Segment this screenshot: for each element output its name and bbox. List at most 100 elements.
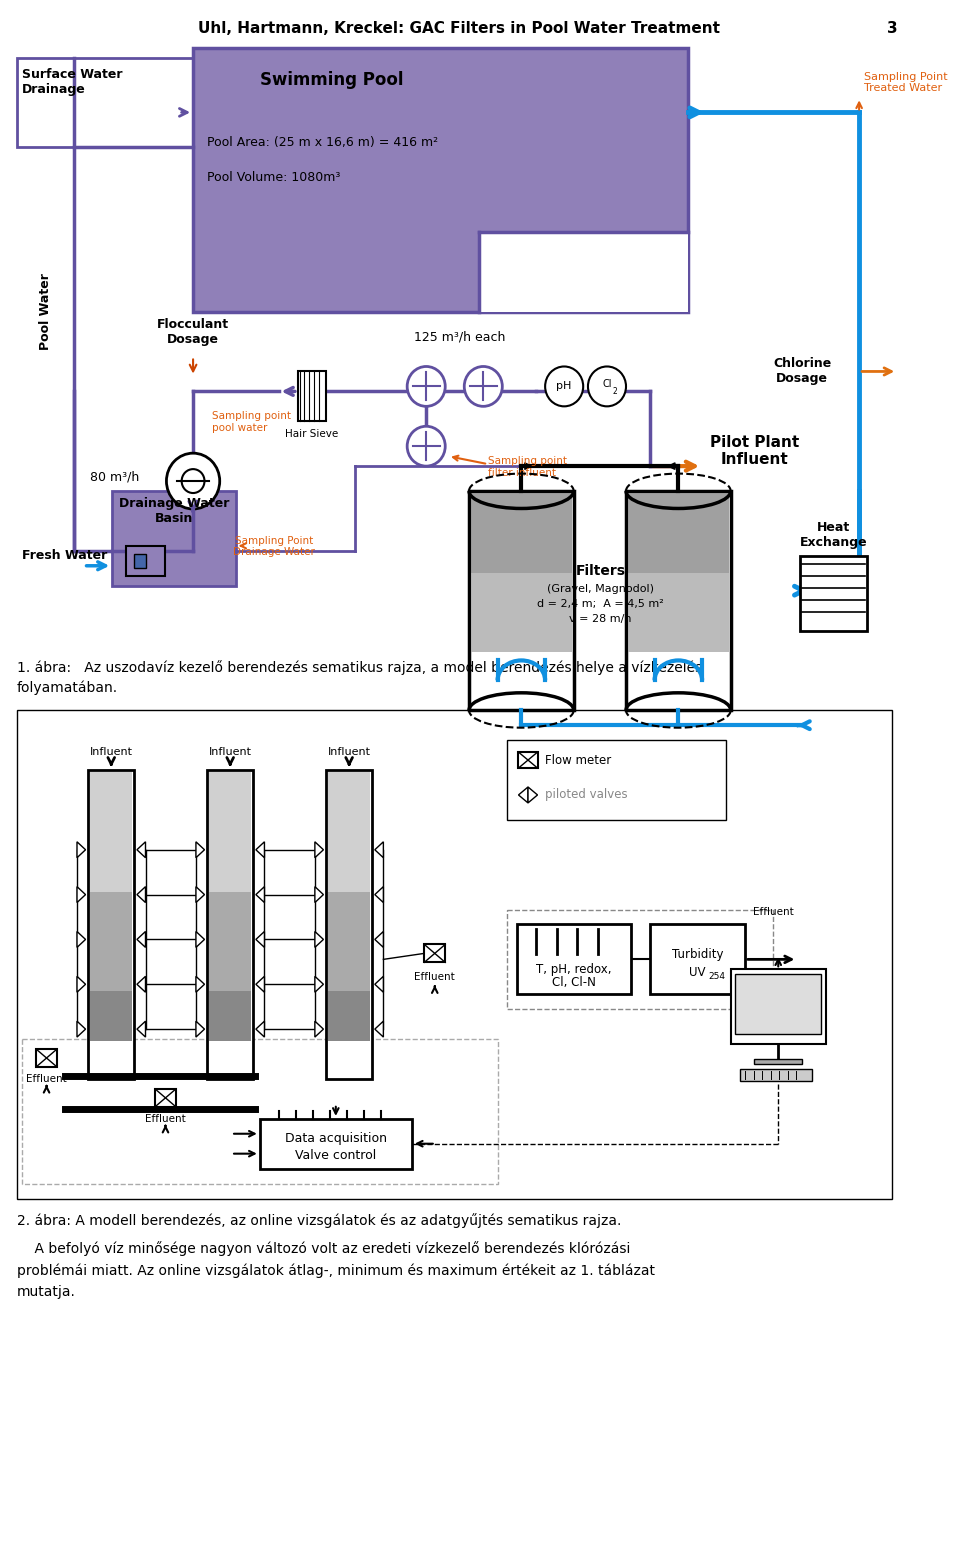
Bar xyxy=(628,494,729,573)
Circle shape xyxy=(407,367,445,406)
Text: d = 2,4 m;  A = 4,5 m²: d = 2,4 m; A = 4,5 m² xyxy=(537,598,663,609)
Polygon shape xyxy=(315,887,324,903)
Polygon shape xyxy=(77,976,85,992)
Bar xyxy=(207,770,253,1079)
Text: Sampling point
filter influent: Sampling point filter influent xyxy=(488,456,567,478)
Bar xyxy=(193,47,688,312)
Bar xyxy=(90,772,132,892)
Text: Valve control: Valve control xyxy=(295,1150,376,1162)
Text: Pilot Plant
Influent: Pilot Plant Influent xyxy=(709,434,799,467)
Circle shape xyxy=(407,426,445,465)
Bar xyxy=(90,892,132,992)
Bar xyxy=(328,772,370,892)
Bar xyxy=(800,556,867,631)
Text: Flocculant
Dosage: Flocculant Dosage xyxy=(157,317,229,345)
Bar xyxy=(328,992,370,1040)
Polygon shape xyxy=(315,1022,324,1037)
Circle shape xyxy=(588,367,626,406)
Text: Heat
Exchange: Heat Exchange xyxy=(800,520,867,548)
Bar xyxy=(260,1118,412,1168)
Bar xyxy=(478,233,688,312)
Text: Swimming Pool: Swimming Pool xyxy=(260,70,403,89)
Polygon shape xyxy=(196,1022,204,1037)
Bar xyxy=(735,975,821,1034)
Text: Pool Area: (25 m x 16,6 m) = 416 m²: Pool Area: (25 m x 16,6 m) = 416 m² xyxy=(207,136,439,148)
Text: 2. ábra: A modell berendezés, az online vizsgálatok és az adatgyűjtés sematikus : 2. ábra: A modell berendezés, az online … xyxy=(17,1214,621,1228)
Text: Surface Water
Drainage: Surface Water Drainage xyxy=(22,67,122,95)
Text: Chlorine
Dosage: Chlorine Dosage xyxy=(773,358,831,386)
Polygon shape xyxy=(256,931,264,948)
Bar xyxy=(507,740,726,820)
Bar xyxy=(518,753,538,769)
Text: Influent: Influent xyxy=(89,747,132,758)
Circle shape xyxy=(545,367,583,406)
Text: Pool Volume: 1080m³: Pool Volume: 1080m³ xyxy=(207,170,341,184)
Text: piloted valves: piloted valves xyxy=(545,789,628,801)
Text: Fresh Water: Fresh Water xyxy=(22,550,108,562)
Text: Effluent: Effluent xyxy=(415,972,455,982)
Circle shape xyxy=(166,453,220,509)
Text: Cl: Cl xyxy=(602,380,612,389)
Text: Pool Water: Pool Water xyxy=(39,273,52,350)
Text: 80 m³/h: 80 m³/h xyxy=(89,470,139,484)
Text: pH: pH xyxy=(557,381,572,392)
Polygon shape xyxy=(315,931,324,948)
Bar xyxy=(507,909,774,1009)
Bar xyxy=(471,573,572,653)
Polygon shape xyxy=(374,931,383,948)
Text: Effluent: Effluent xyxy=(26,1075,67,1084)
Polygon shape xyxy=(196,976,204,992)
Text: mutatja.: mutatja. xyxy=(17,1286,76,1300)
Bar xyxy=(469,490,574,711)
Text: Hair Sieve: Hair Sieve xyxy=(285,430,339,439)
Bar xyxy=(326,770,372,1079)
Polygon shape xyxy=(256,887,264,903)
Text: UV: UV xyxy=(689,965,706,979)
Text: 125 m³/h each: 125 m³/h each xyxy=(414,330,505,344)
Text: problémái miatt. Az online vizsgálatok átlag-, minimum és maximum értékeit az 1.: problémái miatt. Az online vizsgálatok á… xyxy=(17,1264,655,1278)
Polygon shape xyxy=(77,887,85,903)
Bar xyxy=(298,372,326,422)
Polygon shape xyxy=(374,887,383,903)
Bar xyxy=(328,892,370,992)
Polygon shape xyxy=(196,931,204,948)
Text: Sampling point
pool water: Sampling point pool water xyxy=(212,411,291,433)
Bar xyxy=(88,770,134,1079)
Text: (Gravel, Magnodol): (Gravel, Magnodol) xyxy=(547,584,654,594)
Text: Influent: Influent xyxy=(327,747,371,758)
Bar xyxy=(626,490,731,711)
Text: Uhl, Hartmann, Kreckel: GAC Filters in Pool Water Treatment: Uhl, Hartmann, Kreckel: GAC Filters in P… xyxy=(199,20,721,36)
Bar xyxy=(471,494,572,573)
Text: v = 28 m/h: v = 28 m/h xyxy=(569,614,632,623)
Bar xyxy=(209,992,252,1040)
Text: 1. ábra:   Az uszodavíz kezelő berendezés sematikus rajza, a model berendezés he: 1. ábra: Az uszodavíz kezelő berendezés … xyxy=(17,661,703,675)
Polygon shape xyxy=(518,787,528,803)
Text: 3: 3 xyxy=(887,20,898,36)
Text: Cl, Cl-N: Cl, Cl-N xyxy=(552,976,595,989)
Text: Drainage Water
Basin: Drainage Water Basin xyxy=(119,497,229,525)
Text: Effluent: Effluent xyxy=(754,906,794,917)
Polygon shape xyxy=(528,787,538,803)
Polygon shape xyxy=(77,931,85,948)
Bar xyxy=(740,1068,811,1081)
Text: Effluent: Effluent xyxy=(145,1114,186,1123)
Polygon shape xyxy=(137,976,146,992)
Polygon shape xyxy=(256,976,264,992)
Bar xyxy=(17,58,193,147)
Text: A befolyó víz minősége nagyon változó volt az eredeti vízkezelő berendezés klóró: A befolyó víz minősége nagyon változó vo… xyxy=(17,1242,631,1256)
Polygon shape xyxy=(137,931,146,948)
Bar xyxy=(22,1039,497,1184)
Text: Sampling Point
Drainage Water: Sampling Point Drainage Water xyxy=(233,536,315,558)
Bar xyxy=(112,490,236,586)
Bar xyxy=(209,892,252,992)
Polygon shape xyxy=(196,842,204,858)
Bar xyxy=(17,711,893,1198)
Bar xyxy=(755,1059,802,1064)
Polygon shape xyxy=(256,1022,264,1037)
Polygon shape xyxy=(374,842,383,858)
Polygon shape xyxy=(77,1022,85,1037)
Text: folyamatában.: folyamatában. xyxy=(17,681,118,695)
Text: 254: 254 xyxy=(708,972,726,981)
Bar xyxy=(650,925,745,995)
Bar xyxy=(134,555,146,567)
